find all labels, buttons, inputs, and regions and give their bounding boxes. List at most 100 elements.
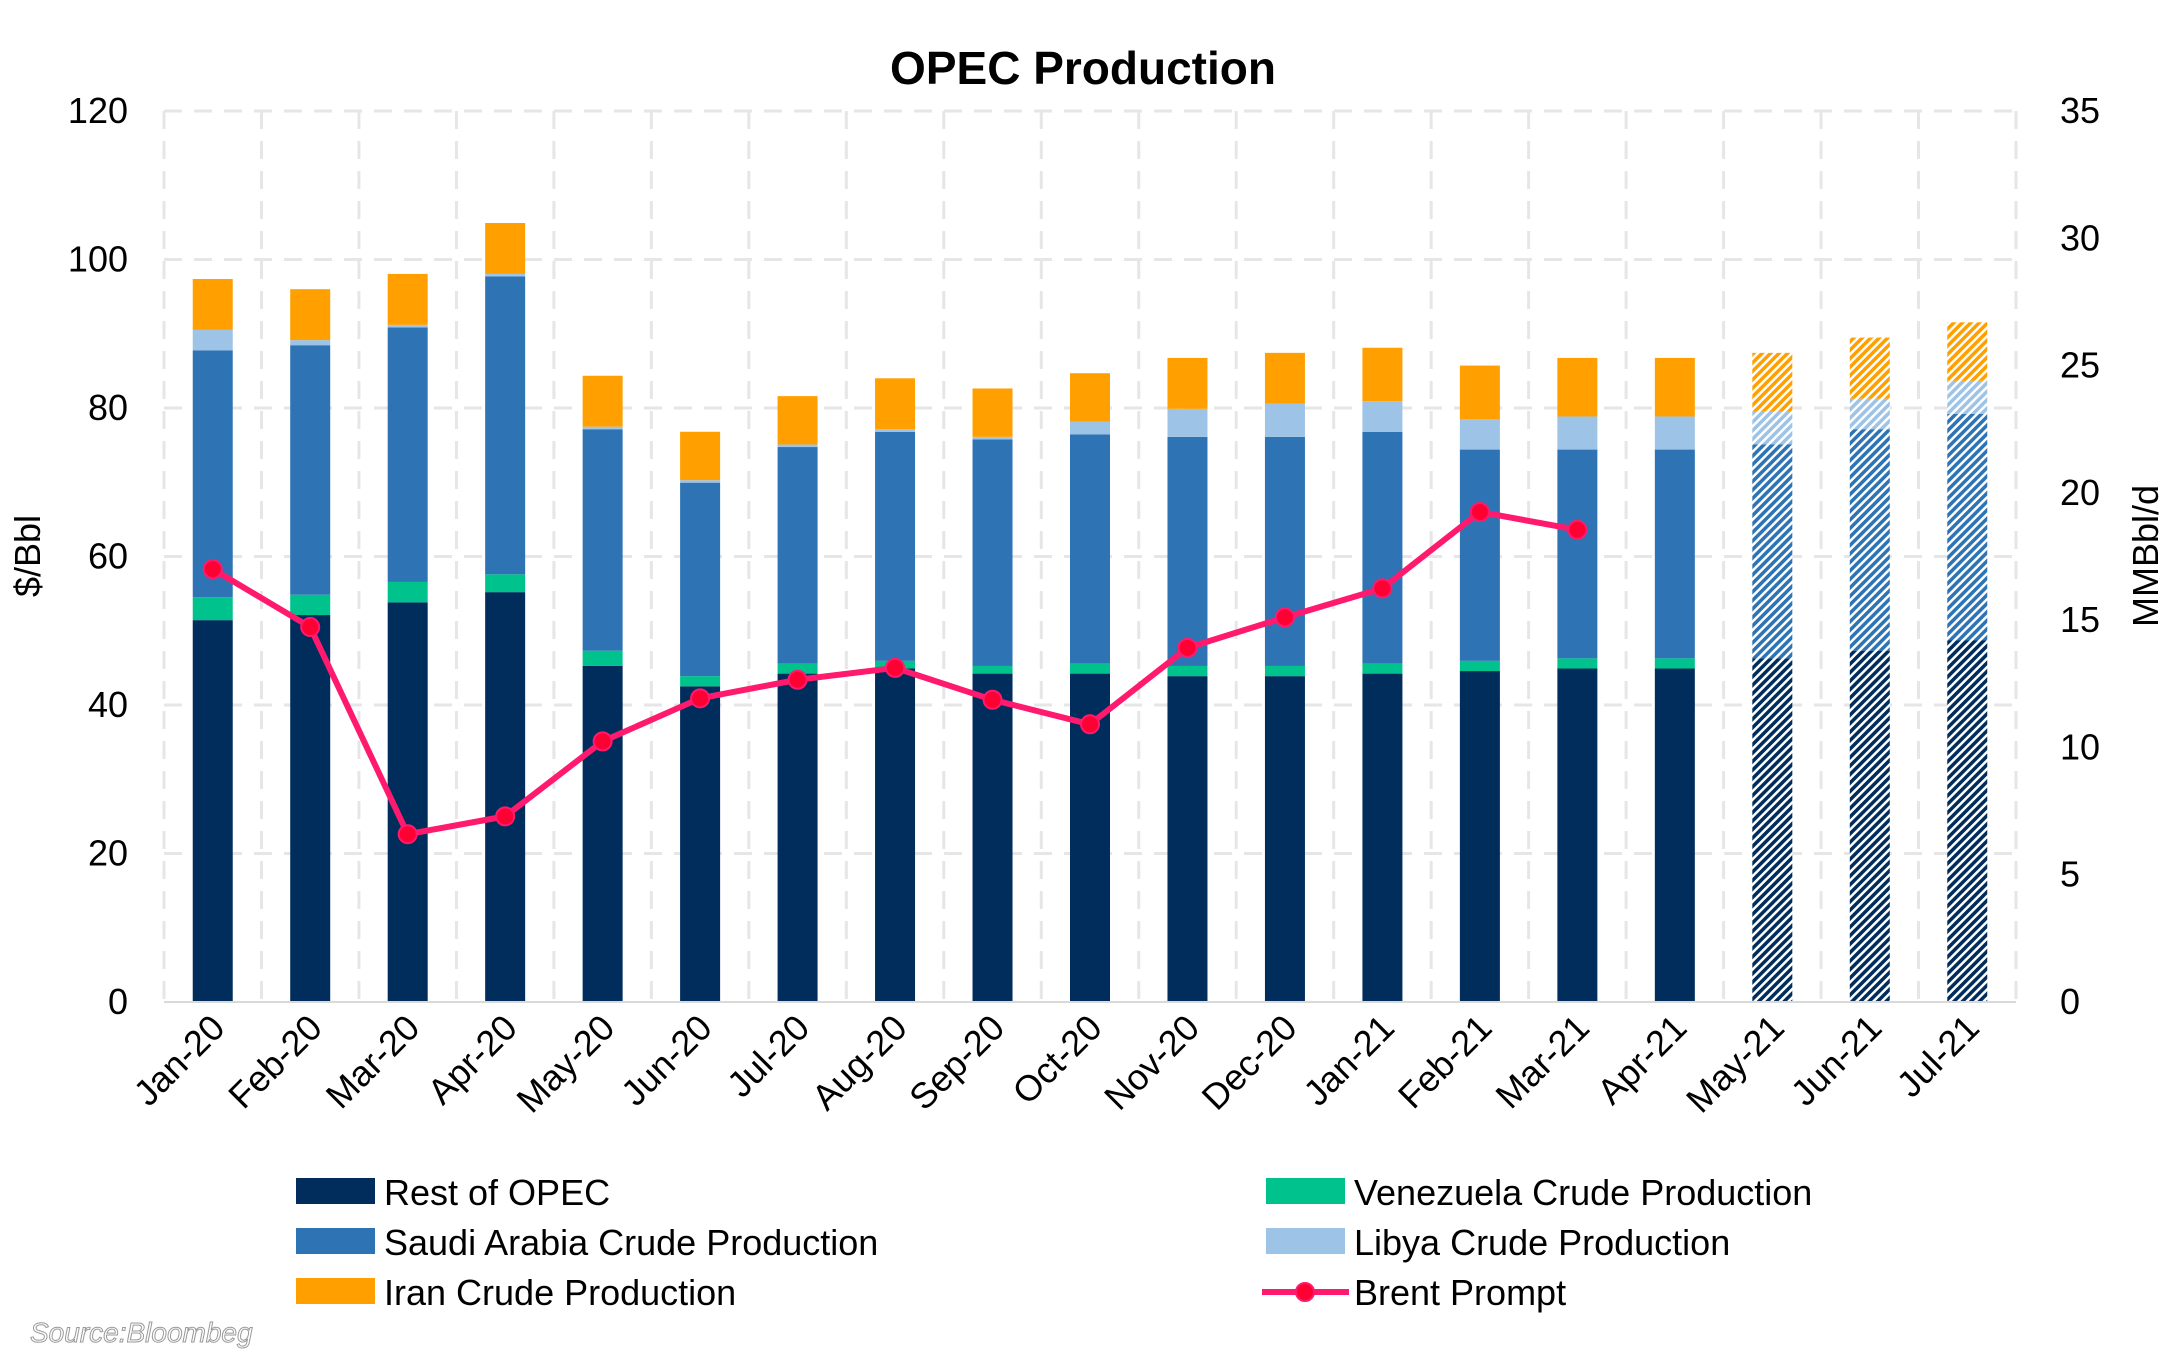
bar-rest-of-opec bbox=[582, 665, 623, 1002]
bar-saudi-arabia-crude-production bbox=[1752, 444, 1793, 659]
bar-libya-crude-production bbox=[1654, 416, 1695, 450]
brent-prompt-point bbox=[690, 688, 711, 709]
bar-venezuela-crude-production bbox=[680, 676, 721, 687]
x-tick-label: Dec-20 bbox=[1194, 1007, 1305, 1118]
x-tick-label: Apr-20 bbox=[419, 1007, 524, 1112]
bar-iran-crude-production bbox=[1459, 365, 1500, 420]
y-right-tick-label: 5 bbox=[2060, 854, 2080, 895]
legend-label: Brent Prompt bbox=[1354, 1272, 1566, 1313]
chart-title: OPEC Production bbox=[890, 42, 1276, 94]
bar-rest-of-opec bbox=[680, 686, 721, 1002]
bar-venezuela-crude-production bbox=[1654, 658, 1695, 669]
bar-iran-crude-production bbox=[875, 378, 916, 430]
bar-libya-crude-production bbox=[680, 480, 721, 483]
bar-iran-crude-production bbox=[1264, 352, 1305, 404]
bar-libya-crude-production bbox=[582, 426, 623, 430]
bar-venezuela-crude-production bbox=[485, 574, 526, 593]
bar-rest-of-opec bbox=[777, 673, 818, 1002]
x-tick-label: Feb-21 bbox=[1390, 1007, 1500, 1117]
bar-rest-of-opec bbox=[485, 592, 526, 1002]
bar-libya-crude-production bbox=[777, 444, 818, 448]
legend-swatch bbox=[296, 1278, 375, 1304]
bar-venezuela-crude-production bbox=[1557, 658, 1598, 669]
brent-prompt-point bbox=[1177, 637, 1198, 658]
y-right-tick-label: 20 bbox=[2060, 472, 2100, 513]
bar-saudi-arabia-crude-production bbox=[875, 431, 916, 661]
bar-libya-crude-production bbox=[1849, 398, 1890, 430]
bar-libya-crude-production bbox=[1264, 403, 1305, 437]
bar-saudi-arabia-crude-production bbox=[192, 350, 233, 598]
brent-prompt-point bbox=[1567, 519, 1588, 540]
bar-venezuela-crude-production bbox=[387, 581, 428, 603]
y-right-tick-label: 35 bbox=[2060, 90, 2100, 131]
bar-venezuela-crude-production bbox=[1167, 665, 1208, 677]
bar-libya-crude-production bbox=[1752, 411, 1793, 445]
y-left-tick-label: 80 bbox=[88, 387, 128, 428]
bar-venezuela-crude-production bbox=[290, 594, 331, 616]
bar-rest-of-opec bbox=[192, 620, 233, 1002]
bar-saudi-arabia-crude-production bbox=[777, 447, 818, 664]
y-axis-right-label: MMBbl/d bbox=[2125, 485, 2166, 627]
bar-iran-crude-production bbox=[1849, 337, 1890, 399]
x-tick-label: Jul-21 bbox=[1889, 1007, 1987, 1105]
bar-rest-of-opec bbox=[1947, 640, 1988, 1002]
brent-prompt-point bbox=[202, 559, 223, 580]
legend-label: Libya Crude Production bbox=[1354, 1222, 1730, 1263]
bar-iran-crude-production bbox=[1654, 357, 1695, 417]
bar-iran-crude-production bbox=[1557, 357, 1598, 417]
bar-saudi-arabia-crude-production bbox=[1654, 449, 1695, 659]
bar-rest-of-opec bbox=[972, 673, 1013, 1002]
x-tick-label: Jun-20 bbox=[613, 1007, 720, 1114]
bar-rest-of-opec bbox=[1849, 650, 1890, 1002]
bar-libya-crude-production bbox=[1459, 419, 1500, 450]
brent-line bbox=[202, 501, 1588, 845]
x-tick-label: May-20 bbox=[508, 1007, 622, 1121]
brent-prompt-point bbox=[495, 806, 516, 827]
bar-libya-crude-production bbox=[1362, 401, 1403, 432]
brent-prompt-point bbox=[1080, 714, 1100, 735]
brent-prompt-point bbox=[397, 824, 418, 845]
y-right-tick-label: 25 bbox=[2060, 345, 2100, 386]
bar-venezuela-crude-production bbox=[777, 663, 818, 674]
legend-marker bbox=[1295, 1282, 1315, 1302]
x-tick-label: Jul-20 bbox=[719, 1007, 817, 1105]
brent-prompt-point bbox=[592, 731, 613, 752]
bar-iran-crude-production bbox=[972, 388, 1013, 437]
bar-rest-of-opec bbox=[1264, 676, 1305, 1002]
bar-rest-of-opec bbox=[1654, 668, 1695, 1002]
bar-libya-crude-production bbox=[1947, 380, 1988, 414]
bar-saudi-arabia-crude-production bbox=[1362, 431, 1403, 664]
x-tick-label: Aug-20 bbox=[804, 1007, 915, 1118]
bar-saudi-arabia-crude-production bbox=[1070, 434, 1110, 664]
brent-prompt-point bbox=[1372, 578, 1393, 599]
bar-iran-crude-production bbox=[1947, 322, 1988, 381]
x-tick-label: Mar-21 bbox=[1487, 1007, 1597, 1117]
legend-label: Venezuela Crude Production bbox=[1354, 1172, 1812, 1213]
bar-iran-crude-production bbox=[1362, 347, 1403, 402]
y-right-tick-label: 30 bbox=[2060, 217, 2100, 258]
bar-rest-of-opec bbox=[1557, 668, 1598, 1002]
y-left-tick-label: 40 bbox=[88, 684, 128, 725]
bar-libya-crude-production bbox=[387, 324, 428, 328]
y-left-tick-label: 20 bbox=[88, 833, 128, 874]
x-tick-label: Oct-20 bbox=[1004, 1007, 1109, 1112]
bar-rest-of-opec bbox=[1752, 658, 1793, 1002]
bar-saudi-arabia-crude-production bbox=[1167, 436, 1208, 666]
bar-iran-crude-production bbox=[290, 289, 331, 341]
bar-libya-crude-production bbox=[485, 273, 526, 277]
y-right-tick-label: 0 bbox=[2060, 981, 2080, 1022]
x-tick-label: Jan-21 bbox=[1295, 1007, 1402, 1114]
bar-libya-crude-production bbox=[875, 429, 916, 432]
y-left-tick-label: 100 bbox=[68, 239, 128, 280]
x-tick-label: Sep-20 bbox=[901, 1007, 1012, 1118]
brent-prompt-point bbox=[1469, 501, 1490, 522]
bar-libya-crude-production bbox=[1557, 416, 1598, 450]
bar-saudi-arabia-crude-production bbox=[1557, 449, 1598, 659]
bar-saudi-arabia-crude-production bbox=[1849, 429, 1890, 651]
bars bbox=[192, 223, 1988, 1002]
legend-label: Rest of OPEC bbox=[384, 1172, 610, 1213]
bar-iran-crude-production bbox=[680, 431, 721, 481]
y-left-tick-label: 60 bbox=[88, 536, 128, 577]
legend-label: Saudi Arabia Crude Production bbox=[384, 1222, 878, 1263]
